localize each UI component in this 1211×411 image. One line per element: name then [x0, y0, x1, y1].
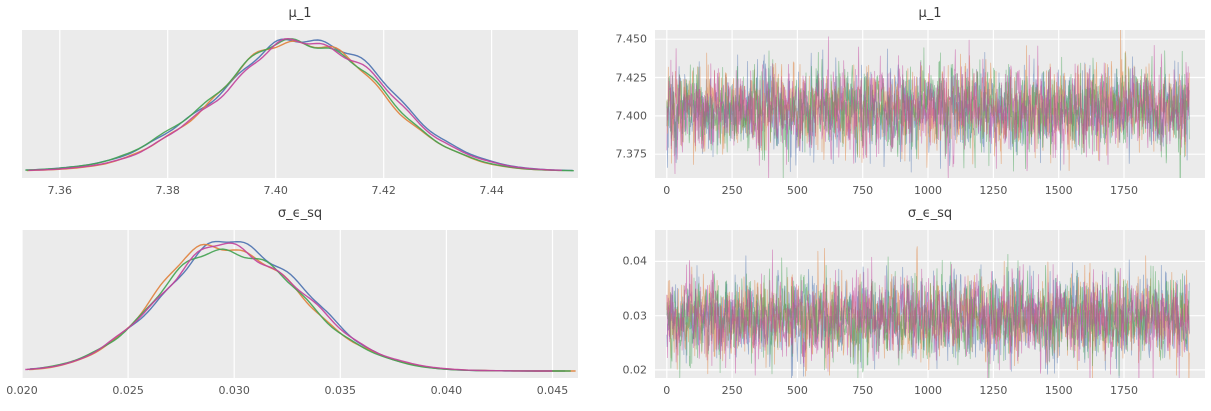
- x-tick-label: 1250: [979, 384, 1008, 397]
- x-tick-label: 7.44: [479, 184, 504, 197]
- x-tick-label: 7.38: [155, 184, 180, 197]
- x-tick-label: 0.020: [6, 384, 38, 397]
- trace-chain-line: [666, 30, 1190, 171]
- x-tick-label: 7.42: [371, 184, 396, 197]
- mu-1-trace-plot: [655, 30, 1205, 178]
- x-tick-label: 7.36: [47, 184, 73, 197]
- trace-chain-line: [666, 249, 1190, 378]
- y-tick-label: 7.425: [615, 71, 648, 84]
- mu-trace-y-axis-tick-labels: 7.375 7.400 7.425 7.450: [601, 30, 651, 178]
- x-tick-label: 0.035: [324, 384, 357, 397]
- y-tick-label: 0.04: [622, 254, 648, 268]
- x-tick-label: 1000: [914, 384, 942, 397]
- trace-chain-line: [666, 36, 1190, 178]
- x-tick-label: 750: [852, 384, 874, 397]
- x-tick-label: 500: [786, 384, 808, 397]
- x-tick-label: 0.025: [112, 384, 144, 397]
- y-tick-label: 0.02: [622, 363, 648, 377]
- x-tick-label: 750: [852, 184, 874, 197]
- x-tick-label: 250: [721, 184, 743, 197]
- x-tick-label: 0: [663, 384, 671, 397]
- x-tick-label: 7.40: [263, 184, 288, 197]
- x-tick-label: 1750: [1110, 184, 1138, 197]
- mu-trace-x-axis-tick-labels: 0 250 500 750 1000 1250 1500 1750: [655, 183, 1205, 199]
- mu-1-density-plot: [22, 30, 578, 178]
- kde-chain-line: [28, 37, 562, 172]
- y-tick-label: 7.375: [615, 147, 648, 161]
- x-tick-label: 1250: [979, 184, 1008, 197]
- kde-chain-line: [25, 38, 574, 172]
- x-tick-label: 250: [721, 384, 743, 397]
- x-tick-label: 1750: [1110, 384, 1138, 397]
- panel-background: [22, 30, 578, 178]
- x-tick-label: 1500: [1044, 184, 1073, 197]
- plot-title-sigma-trace: σ_ϵ_sq: [907, 206, 953, 221]
- x-tick-label: 0.045: [536, 384, 569, 397]
- y-tick-label: 7.400: [615, 109, 648, 123]
- x-tick-label: 0.040: [430, 384, 463, 397]
- y-tick-label: 7.450: [615, 32, 648, 46]
- plot-title-sigma-density: σ_ϵ_sq: [277, 206, 323, 221]
- sigma-eps-sq-density-plot: [22, 230, 578, 378]
- sigma-density-x-axis-tick-labels: 0.020 0.025 0.030 0.035 0.040 0.045: [6, 383, 578, 399]
- sigma-trace-y-axis-tick-labels: 0.02 0.03 0.04: [601, 230, 651, 378]
- x-tick-label: 1500: [1044, 384, 1073, 397]
- sigma-eps-sq-trace-plot: [655, 230, 1205, 378]
- sigma-trace-x-axis-tick-labels: 0 250 500 750 1000 1250 1500 1750: [655, 383, 1205, 399]
- kde-chain-line: [25, 242, 553, 372]
- plot-title-mu-trace: μ_1: [918, 6, 942, 21]
- x-tick-label: 0: [663, 184, 671, 197]
- y-tick-label: 0.03: [622, 309, 648, 323]
- x-tick-label: 0.030: [218, 384, 250, 397]
- x-tick-label: 1000: [914, 184, 942, 197]
- mu-density-x-axis-tick-labels: 7.36 7.38 7.40 7.42 7.44: [22, 183, 578, 199]
- x-tick-label: 500: [786, 184, 808, 197]
- plot-title-mu-density: μ_1: [288, 6, 312, 21]
- panel-background: [22, 230, 578, 378]
